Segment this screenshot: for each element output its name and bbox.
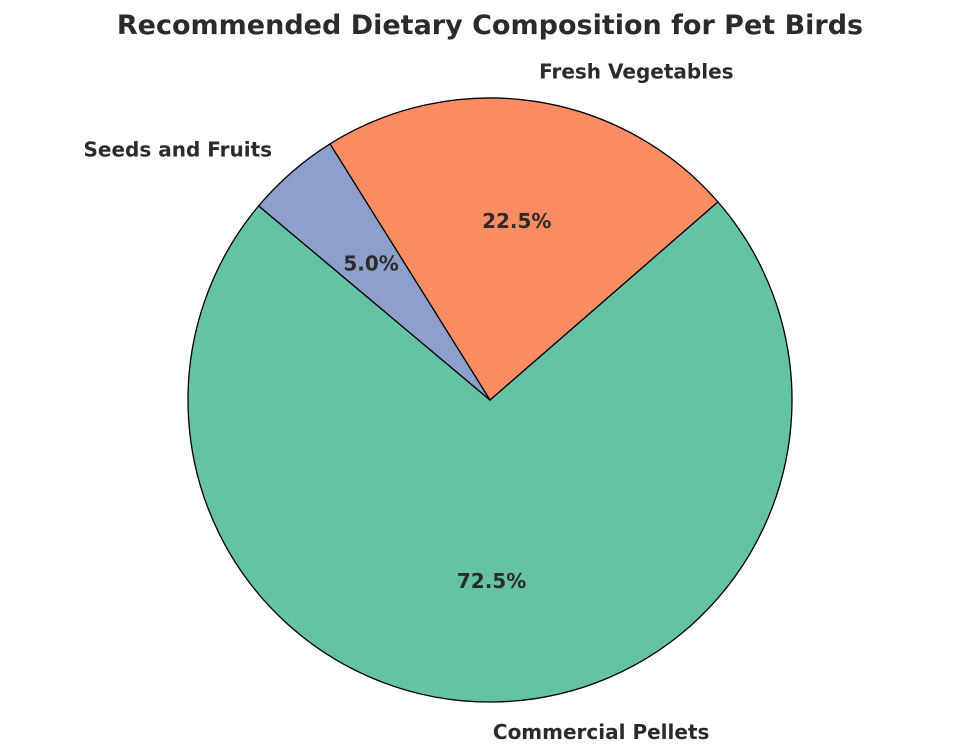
pie-slice-fresh-vegetables — [329, 97, 719, 401]
category-label-fresh-vegetables: Fresh Vegetables — [539, 59, 733, 83]
category-label-seeds-and-fruits: Seeds and Fruits — [84, 137, 273, 161]
pie-slices — [187, 97, 793, 703]
pct-label-seeds-and-fruits: 5.0% — [343, 251, 398, 275]
pct-label-fresh-vegetables: 22.5% — [482, 209, 551, 233]
pie-slice-commercial-pellets — [187, 200, 793, 703]
chart-title: Recommended Dietary Composition for Pet … — [117, 10, 863, 41]
category-label-commercial-pellets: Commercial Pellets — [493, 720, 710, 744]
pct-label-commercial-pellets: 72.5% — [457, 569, 526, 593]
pie-labels: 72.5% Commercial Pellets 22.5% Fresh Vegeta… — [84, 59, 734, 744]
pie-slice-seeds-and-fruits — [257, 142, 491, 401]
